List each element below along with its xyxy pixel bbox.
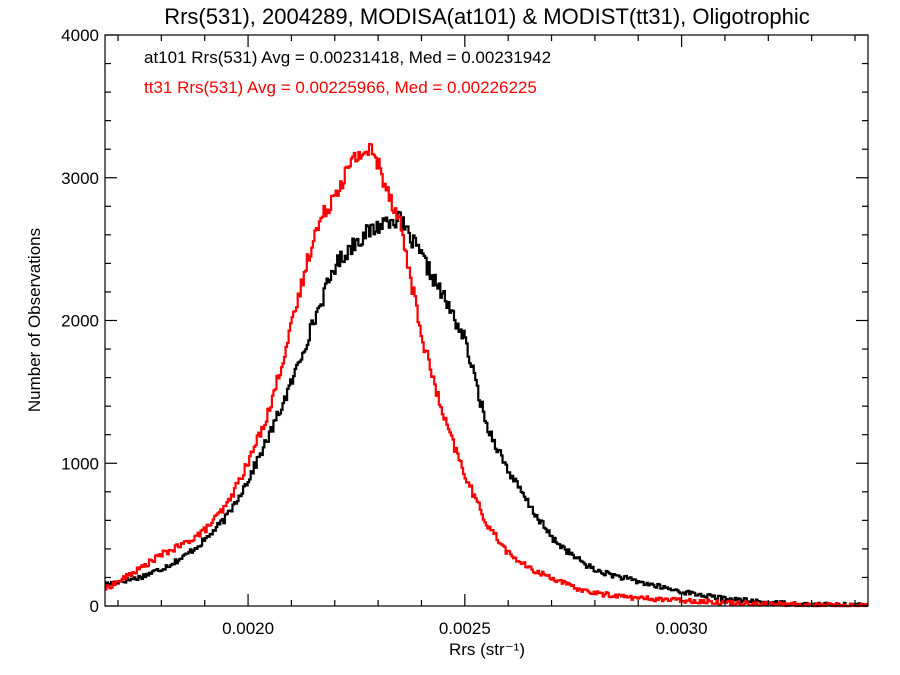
x-tick-label: 0.0020: [222, 619, 274, 638]
y-axis-title: Number of Observations: [25, 228, 44, 412]
plot-area: 0.0020 0.0025 0.0030 0 1000 2000 3000 4000: [61, 26, 869, 638]
legend-entry-at101: at101 Rrs(531) Avg = 0.00231418, Med = 0…: [144, 48, 551, 67]
x-axis-title: Rrs (str⁻¹): [449, 640, 525, 659]
ticks-layer: 0.0020 0.0025 0.0030 0 1000 2000 3000 4000: [61, 26, 868, 638]
series-line-at101: [105, 210, 868, 608]
y-tick-label: 1000: [61, 454, 99, 473]
chart-title: Rrs(531), 2004289, MODISA(at101) & MODIS…: [164, 4, 810, 29]
y-tick-label: 4000: [61, 26, 99, 45]
x-tick-label: 0.0025: [439, 619, 491, 638]
legend: at101 Rrs(531) Avg = 0.00231418, Med = 0…: [144, 48, 551, 97]
y-tick-label: 2000: [61, 312, 99, 331]
legend-entry-tt31: tt31 Rrs(531) Avg = 0.00225966, Med = 0.…: [144, 78, 537, 97]
y-tick-label: 0: [90, 597, 99, 616]
series-layer: [105, 143, 868, 608]
y-tick-label: 3000: [61, 169, 99, 188]
series-line-tt31: [105, 143, 868, 608]
x-tick-label: 0.0030: [656, 619, 708, 638]
